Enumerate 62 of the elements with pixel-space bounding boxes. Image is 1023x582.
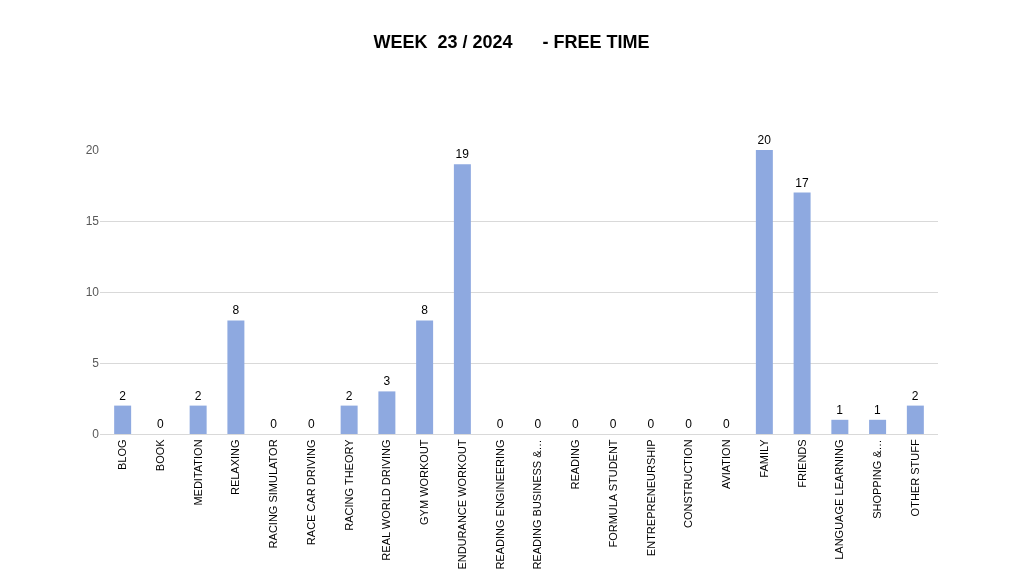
x-tick-label: LANGUAGE LEARNING xyxy=(833,439,846,560)
data-label: 0 xyxy=(685,417,693,431)
x-tick-label: FORMULA STUDENT xyxy=(606,439,619,548)
x-tick-label: RACE CAR DRIVING xyxy=(304,439,317,546)
x-tick-label: REAL WORLD DRIVING xyxy=(380,439,393,561)
bar xyxy=(793,192,811,434)
data-label: 2 xyxy=(194,388,202,403)
bar xyxy=(416,320,434,434)
x-tick-label: FRIENDS xyxy=(795,439,808,488)
data-label: 17 xyxy=(795,175,809,190)
bar xyxy=(340,405,358,434)
x-tick-label: RELAXING xyxy=(229,439,242,496)
data-label: 8 xyxy=(421,303,429,318)
data-label: 1 xyxy=(836,402,844,417)
x-tick-label: READING BUSINESS &… xyxy=(531,439,544,570)
bar xyxy=(114,405,132,434)
x-tick-label: READING ENGINEERING xyxy=(493,439,506,570)
bar xyxy=(831,419,849,434)
y-tick-label: 5 xyxy=(92,356,100,371)
data-label: 8 xyxy=(232,303,240,318)
data-label: 0 xyxy=(723,417,731,431)
data-label: 3 xyxy=(383,374,391,389)
y-tick-label: 0 xyxy=(92,427,100,442)
data-label: 1 xyxy=(874,402,882,417)
x-tick-label: SHOPPING &… xyxy=(871,439,884,519)
bar xyxy=(227,320,245,434)
x-tick-label: GYM WORKOUT xyxy=(418,439,431,525)
data-label: 0 xyxy=(534,417,542,431)
x-tick-label: BLOG xyxy=(116,439,129,470)
x-tick-label: MEDITATION xyxy=(191,439,204,506)
bar xyxy=(189,405,207,434)
data-label: 0 xyxy=(270,417,278,431)
bar xyxy=(906,405,924,434)
y-tick-label: 15 xyxy=(85,214,100,229)
x-tick-label: OTHER STUFF xyxy=(908,439,921,517)
data-label: 0 xyxy=(572,417,580,431)
data-label: 0 xyxy=(609,417,617,431)
x-tick-label: FAMILY xyxy=(757,438,770,478)
y-tick-label: 20 xyxy=(85,143,100,158)
data-label: 2 xyxy=(119,388,127,403)
data-label: 2 xyxy=(345,388,353,403)
bar xyxy=(378,391,396,434)
data-label: 20 xyxy=(757,133,772,147)
x-tick-label: ENDURANCE WORKOUT xyxy=(455,439,468,570)
data-label: 0 xyxy=(156,417,164,431)
data-label: 0 xyxy=(496,417,504,431)
x-tick-label: AVIATION xyxy=(720,439,733,490)
x-tick-label: READING xyxy=(569,439,582,490)
chart-title: WEEK 23 / 2024 - FREE TIME xyxy=(373,31,650,52)
data-label: 19 xyxy=(455,147,470,162)
x-tick-label: ENTREPRENEURSHIP xyxy=(644,439,657,557)
data-label: 0 xyxy=(307,417,315,431)
x-tick-label: RACING THEORY xyxy=(342,438,355,531)
x-tick-label: RACING SIMULATOR xyxy=(267,439,280,549)
bar xyxy=(755,150,773,434)
bar xyxy=(453,164,471,434)
x-tick-label: CONSTRUCTION xyxy=(682,439,695,529)
x-tick-label: BOOK xyxy=(153,438,166,472)
data-label: 2 xyxy=(911,388,919,403)
y-tick-label: 10 xyxy=(85,285,100,300)
data-label: 0 xyxy=(647,417,655,431)
bar xyxy=(869,419,887,434)
